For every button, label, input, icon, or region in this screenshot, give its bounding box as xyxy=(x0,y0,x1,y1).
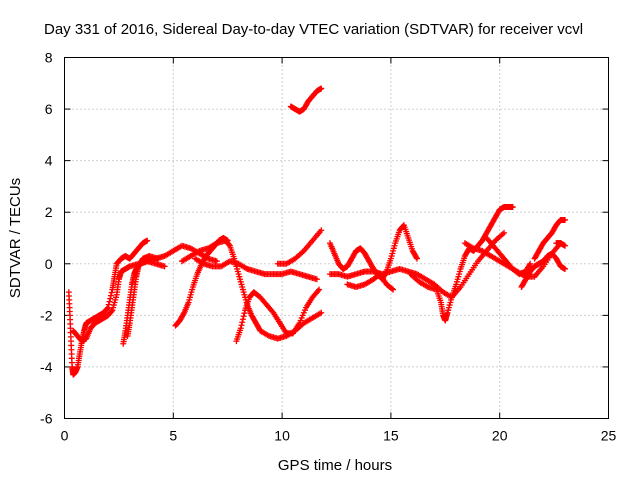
series-arc1 xyxy=(65,237,151,378)
data-point xyxy=(155,255,162,262)
data-point xyxy=(104,305,111,312)
data-point xyxy=(106,298,113,305)
data-point xyxy=(237,325,244,332)
data-point xyxy=(105,304,112,311)
axis-ticks: 0 5 10 15 20 25 -6 -4 -2 0 2 4 6 8 xyxy=(40,50,616,444)
data-point xyxy=(561,216,568,223)
data-point xyxy=(239,316,246,323)
data-point xyxy=(107,292,114,299)
x-tick-label: 20 xyxy=(492,428,508,444)
x-tick-label: 0 xyxy=(61,428,69,444)
data-point xyxy=(561,265,568,272)
data-point xyxy=(213,258,220,265)
y-tick-label: -4 xyxy=(40,359,53,375)
y-axis-label: SDTVAR / TECUs xyxy=(7,178,24,298)
data-point xyxy=(316,286,323,293)
data-point xyxy=(501,229,508,236)
chart-title: Day 331 of 2016, Sidereal Day-to-day VTE… xyxy=(44,21,583,38)
data-point xyxy=(313,276,320,283)
data-points xyxy=(65,85,568,378)
x-tick-label: 5 xyxy=(169,428,177,444)
series-arc8 xyxy=(192,255,320,283)
data-point xyxy=(318,227,325,234)
series-arc19 xyxy=(553,240,568,249)
series-arc4 xyxy=(124,253,162,339)
data-point xyxy=(108,308,115,315)
series-arc2 xyxy=(70,242,220,345)
data-point xyxy=(526,262,533,269)
y-tick-label: 6 xyxy=(45,101,53,117)
series-arc16 xyxy=(483,235,534,278)
y-tick-label: 4 xyxy=(45,153,53,169)
x-tick-label: 10 xyxy=(274,428,290,444)
data-point xyxy=(390,286,397,293)
data-point xyxy=(180,311,187,318)
plot-frame xyxy=(64,57,609,419)
series-arc7 xyxy=(233,286,323,345)
data-point xyxy=(238,322,245,329)
series-arc18 xyxy=(518,250,568,290)
data-point xyxy=(107,295,114,302)
data-point xyxy=(315,287,322,294)
series-arc10 xyxy=(287,85,325,115)
data-point xyxy=(239,319,246,326)
data-point xyxy=(388,285,395,292)
y-tick-label: 0 xyxy=(45,256,53,272)
data-point xyxy=(414,255,421,262)
data-point xyxy=(413,254,420,261)
data-point xyxy=(318,309,325,316)
data-point xyxy=(269,308,276,315)
series-arc9 xyxy=(274,227,325,267)
y-tick-label: -2 xyxy=(40,307,53,323)
data-point xyxy=(226,241,233,248)
series-arc14 xyxy=(407,204,516,324)
y-tick-label: 2 xyxy=(45,204,53,220)
data-point xyxy=(240,313,247,320)
data-point xyxy=(527,260,534,267)
data-point xyxy=(509,204,516,211)
data-point xyxy=(161,263,168,270)
data-point xyxy=(105,301,112,308)
x-axis-label: GPS time / hours xyxy=(278,457,392,474)
data-point xyxy=(241,310,248,317)
y-tick-label: 8 xyxy=(45,50,53,66)
x-tick-label: 15 xyxy=(383,428,399,444)
data-point xyxy=(144,237,151,244)
data-point xyxy=(318,85,325,92)
data-point xyxy=(561,242,568,249)
grid-lines xyxy=(64,57,609,419)
x-tick-label: 25 xyxy=(601,428,617,444)
data-point xyxy=(108,289,115,296)
series-arc11 xyxy=(326,222,421,283)
y-tick-label: -6 xyxy=(40,411,53,427)
series-arc17 xyxy=(531,216,568,262)
series-arc13 xyxy=(344,271,397,293)
